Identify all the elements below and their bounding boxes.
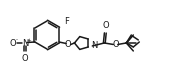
Text: -: -	[16, 37, 18, 43]
Text: O: O	[112, 41, 119, 49]
Text: O: O	[102, 21, 109, 30]
Text: O: O	[65, 40, 71, 49]
Text: N: N	[91, 42, 98, 50]
Text: +: +	[26, 37, 31, 43]
Text: ··: ··	[72, 41, 77, 47]
Text: N: N	[22, 38, 28, 48]
Text: O: O	[10, 38, 16, 48]
Text: F: F	[64, 17, 69, 26]
Text: O: O	[22, 54, 28, 63]
